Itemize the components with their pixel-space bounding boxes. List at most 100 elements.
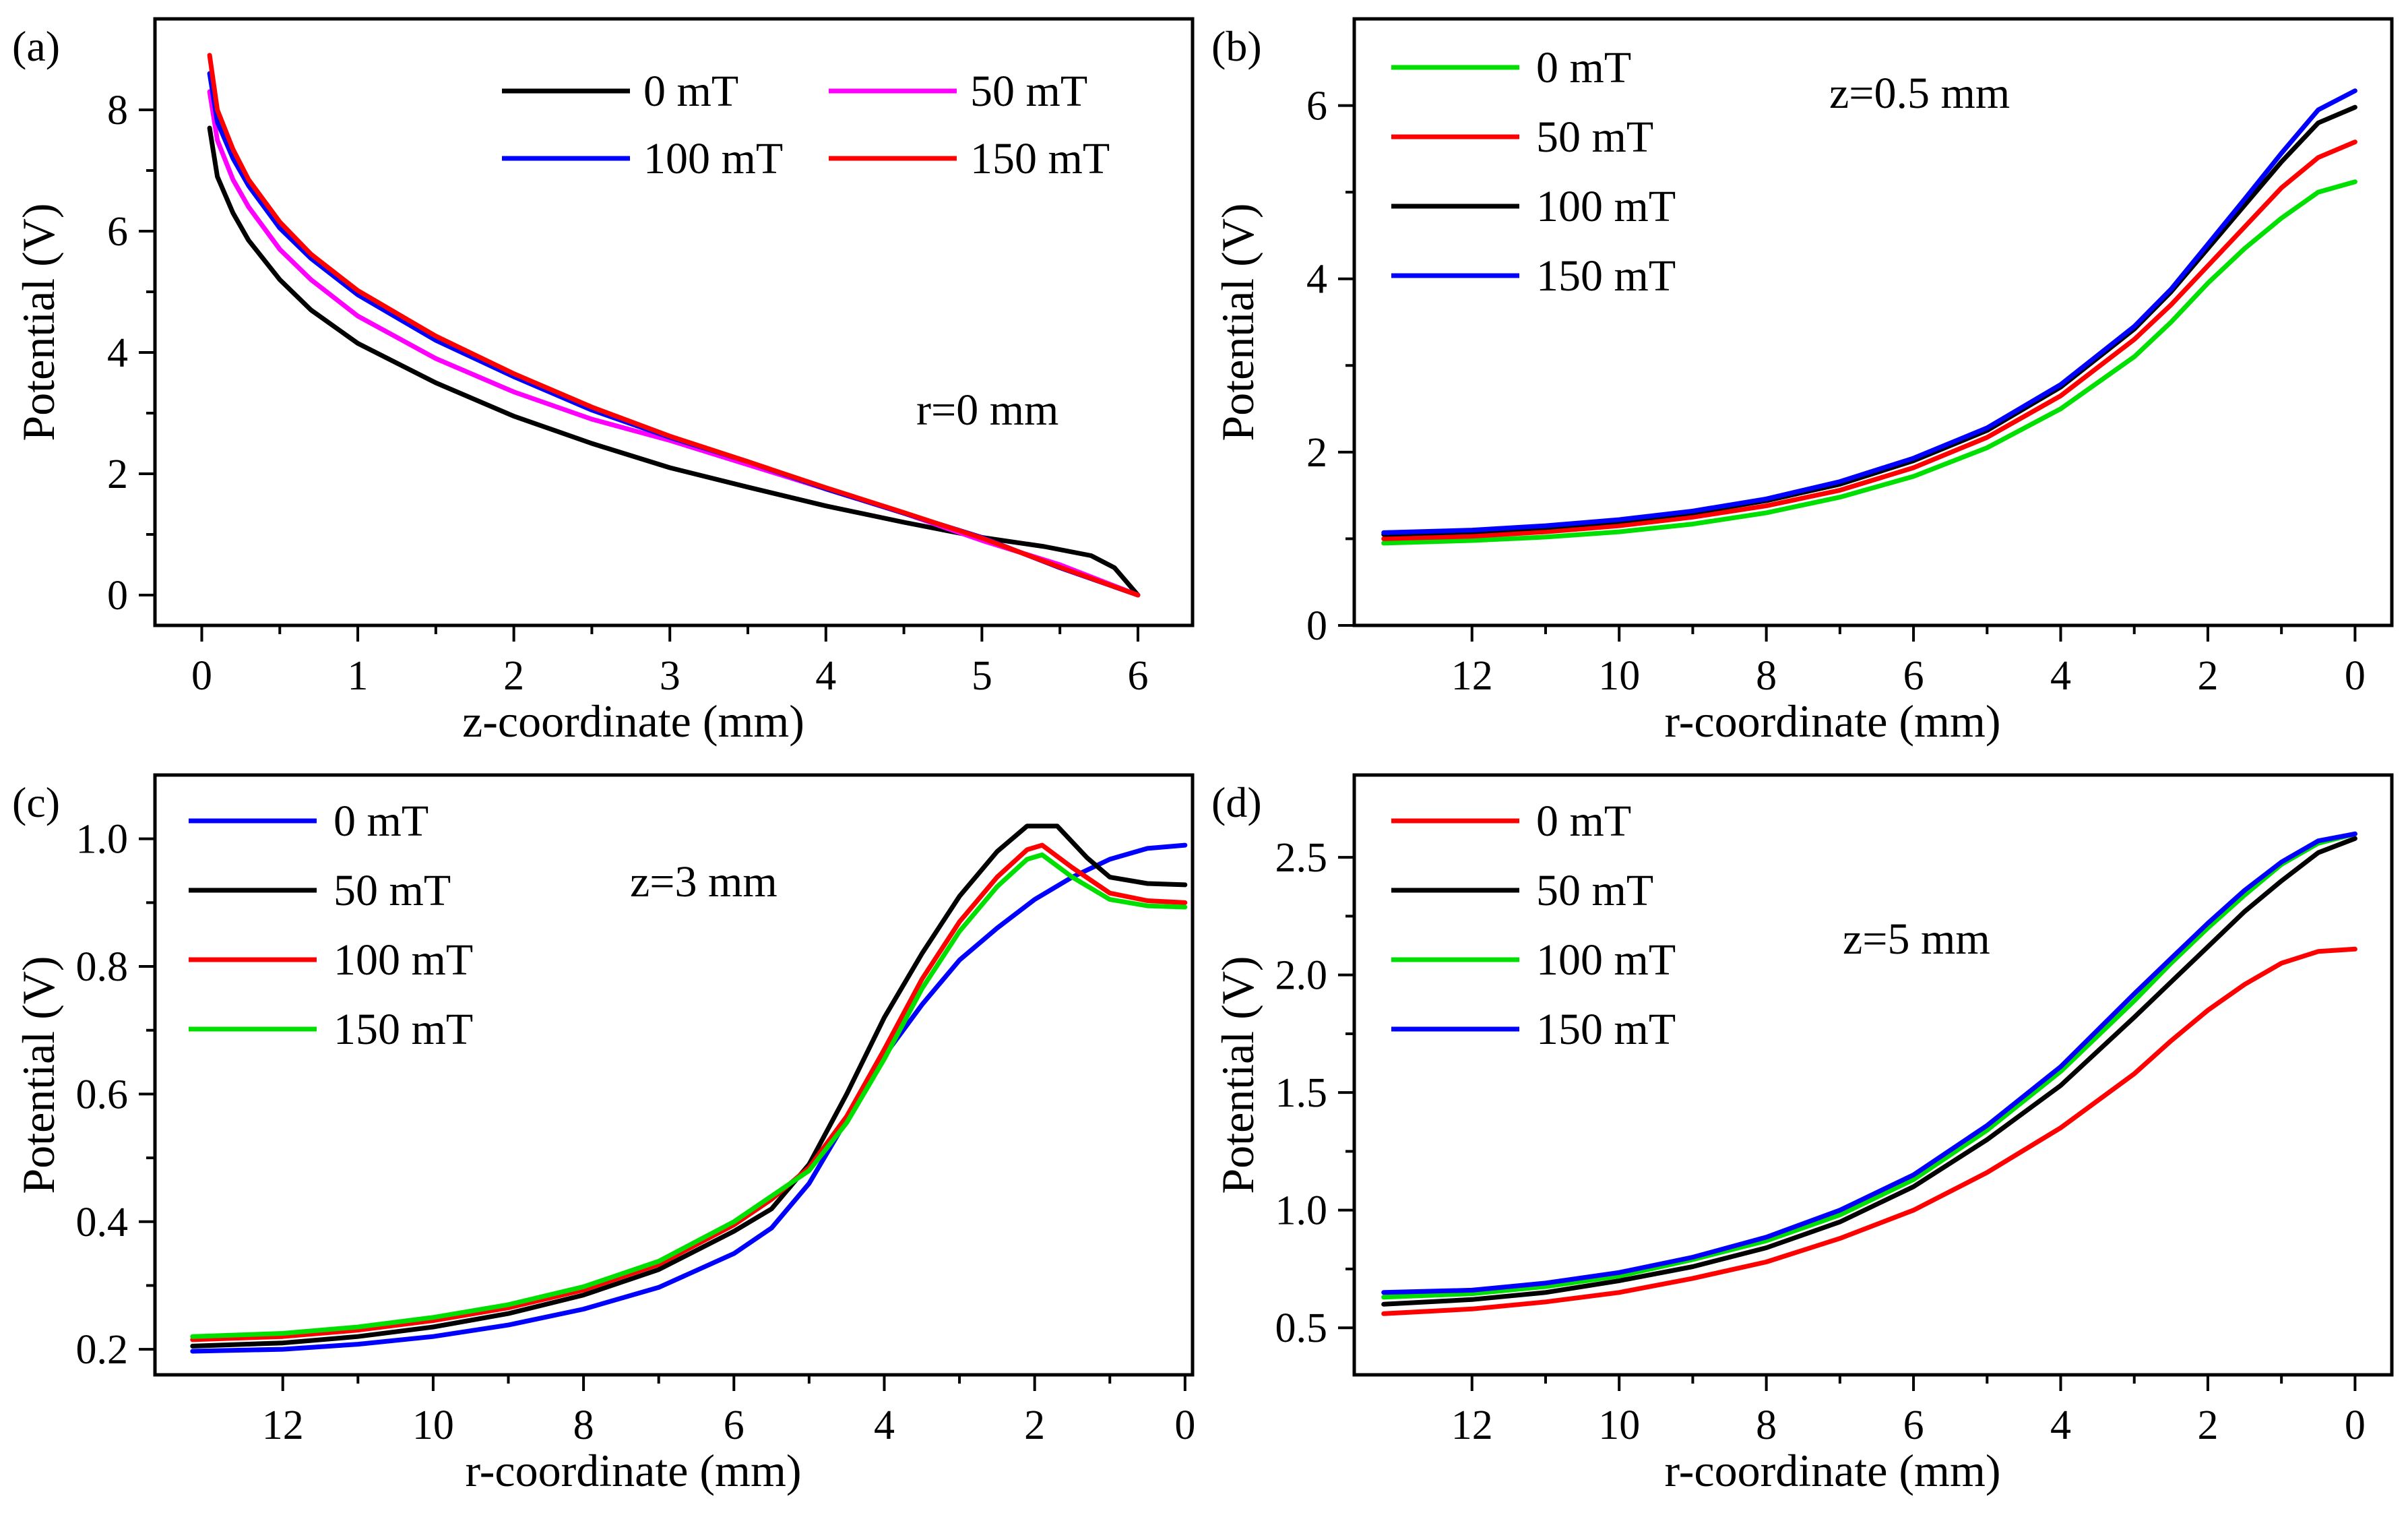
y-tick-label: 0.4 <box>76 1200 129 1245</box>
legend-label: 50 mT <box>1536 113 1653 162</box>
x-tick-label: 6 <box>1127 653 1148 699</box>
y-tick-label: 1.0 <box>1275 1188 1328 1234</box>
legend-label: 150 mT <box>1536 251 1676 301</box>
y-tick-label: 2.5 <box>1275 835 1328 881</box>
panel-label: (c) <box>12 778 60 826</box>
plot-frame <box>1352 17 2394 627</box>
x-tick-label: 5 <box>972 653 992 699</box>
x-tick-label: 8 <box>573 1402 594 1448</box>
y-tick-label: 1.0 <box>76 817 129 863</box>
series-line-150-mt <box>190 852 1188 1339</box>
x-tick-label: 0 <box>191 653 212 699</box>
x-tick-label: 12 <box>1451 1402 1493 1448</box>
y-axis-title: Potential (V) <box>13 203 64 441</box>
y-axis-title: Potential (V) <box>1212 203 1263 441</box>
legend-label: 0 mT <box>1536 43 1631 92</box>
y-axis-title: Potential (V) <box>1212 956 1263 1194</box>
legend-label: 50 mT <box>1536 866 1653 915</box>
x-tick-label: 10 <box>1598 653 1640 699</box>
y-tick-label: 6 <box>1306 84 1327 129</box>
series-line-50-mt <box>190 824 1188 1349</box>
panel-c: 12 10 8 6 4 2 0 0.2 0.4 0.6 0.8 1.0 r-coordinate (mm… <box>12 773 1195 1496</box>
legend-label: 100 mT <box>1536 182 1676 231</box>
y-tick-label: 2 <box>107 452 128 497</box>
legend-label: 150 mT <box>970 134 1110 183</box>
legend-label: 0 mT <box>643 67 738 116</box>
x-tick-label: 2 <box>2197 1402 2218 1448</box>
series-line-100-mt <box>190 842 1188 1342</box>
x-tick-label: 0 <box>2345 653 2366 699</box>
panel-label: (d) <box>1211 778 1262 826</box>
y-tick-label: 0.8 <box>76 944 129 990</box>
y-tick-label: 4 <box>107 330 128 376</box>
series-line-100-mt <box>1381 831 2357 1300</box>
series-line-150-mt <box>1381 831 2357 1295</box>
x-tick-label: 10 <box>412 1402 454 1448</box>
y-tick-label: 4 <box>1306 257 1327 303</box>
legend-label: 0 mT <box>1536 797 1631 846</box>
series-line-0-mt <box>1381 946 2357 1316</box>
x-tick-label: 4 <box>2050 653 2071 699</box>
series-line-0-mt <box>207 125 1141 598</box>
x-tick-label: 2 <box>2197 653 2218 699</box>
x-tick-label: 6 <box>1903 1402 1924 1448</box>
annotation-text: r=0 mm <box>916 385 1058 435</box>
series-line-50-mt <box>1381 836 2357 1307</box>
series-line-0-mt <box>1381 179 2357 546</box>
x-axis-title: r-coordinate (mm) <box>1665 695 2001 747</box>
legend-label: 50 mT <box>970 67 1087 116</box>
legend-label: 0 mT <box>334 797 429 846</box>
x-tick-label: 12 <box>1451 653 1493 699</box>
x-tick-label: 10 <box>1598 1402 1640 1448</box>
series-line-0-mt <box>190 842 1188 1354</box>
y-tick-label: 2.0 <box>1275 953 1328 999</box>
y-tick-label: 8 <box>107 88 128 133</box>
legend-label: 100 mT <box>643 134 783 183</box>
y-tick-label: 0.2 <box>76 1327 129 1373</box>
x-tick-label: 4 <box>874 1402 895 1448</box>
legend-label: 100 mT <box>334 935 473 985</box>
panel-a: 0 1 2 3 4 5 6 0 2 4 6 8 z-coordinate (mm) Potential (… <box>12 17 1195 747</box>
x-tick-label: 1 <box>348 653 369 699</box>
legend-label: 50 mT <box>334 866 451 915</box>
x-tick-label: 0 <box>2345 1402 2366 1448</box>
x-tick-label: 3 <box>660 653 680 699</box>
panel-d: 12 10 8 6 4 2 0 0.5 1.0 1.5 2.0 2.5 r-coordinate (mm… <box>1211 773 2394 1496</box>
x-tick-label: 6 <box>724 1402 744 1448</box>
y-tick-label: 0 <box>1306 603 1327 649</box>
y-tick-label: 1.5 <box>1275 1070 1328 1116</box>
x-tick-label: 4 <box>2050 1402 2071 1448</box>
y-tick-label: 0 <box>107 573 128 619</box>
plot-frame <box>153 773 1195 1377</box>
y-tick-label: 0.5 <box>1275 1305 1328 1351</box>
legend-label: 150 mT <box>334 1005 473 1054</box>
plot-frame <box>1352 773 2394 1377</box>
plot-frame <box>153 17 1195 627</box>
x-axis-title: z-coordinate (mm) <box>462 695 804 747</box>
panel-label: (b) <box>1211 22 1262 70</box>
x-axis-title: r-coordinate (mm) <box>466 1445 802 1496</box>
annotation-text: z=5 mm <box>1843 915 1990 964</box>
x-tick-label: 0 <box>1174 1402 1195 1448</box>
legend-label: 150 mT <box>1536 1005 1676 1054</box>
series-line-150-mt <box>207 53 1141 598</box>
y-tick-label: 2 <box>1306 430 1327 476</box>
y-tick-label: 6 <box>107 209 128 255</box>
series-line-50-mt <box>1381 140 2357 541</box>
x-tick-label: 4 <box>815 653 836 699</box>
x-tick-label: 2 <box>503 653 524 699</box>
y-tick-label: 0.6 <box>76 1072 129 1117</box>
x-tick-label: 2 <box>1024 1402 1045 1448</box>
x-tick-label: 6 <box>1903 653 1924 699</box>
series-line-150-mt <box>1381 88 2357 535</box>
x-tick-label: 8 <box>1756 1402 1777 1448</box>
x-tick-label: 8 <box>1756 653 1777 699</box>
x-axis-title: r-coordinate (mm) <box>1665 1445 2001 1496</box>
annotation-text: z=3 mm <box>630 857 778 906</box>
annotation-text: z=0.5 mm <box>1829 69 2010 118</box>
x-tick-label: 12 <box>262 1402 304 1448</box>
y-axis-title: Potential (V) <box>13 956 64 1194</box>
legend-label: 100 mT <box>1536 935 1676 985</box>
